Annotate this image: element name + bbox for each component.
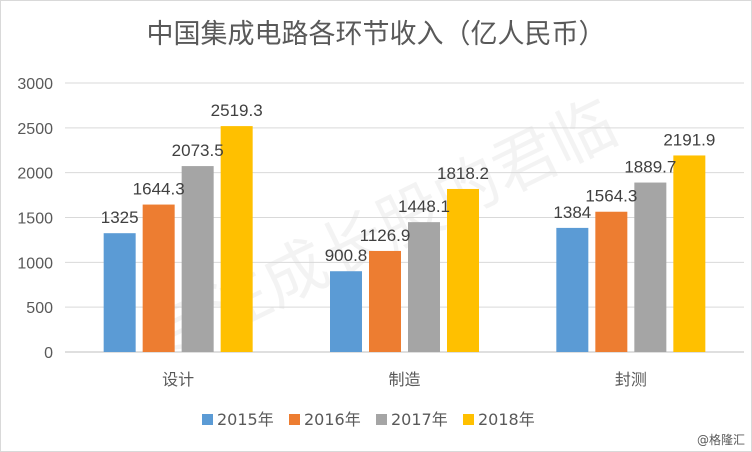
x-axis-categories: 设计 制造 封测 xyxy=(162,370,647,389)
source-credit: @格隆汇 xyxy=(697,432,745,447)
bar xyxy=(408,222,440,352)
legend-swatch xyxy=(376,414,387,425)
data-label: 900.8 xyxy=(325,246,368,265)
legend: 2015年 2016年 2017年 2018年 xyxy=(202,410,535,429)
data-label: 1384 xyxy=(553,203,591,222)
bar xyxy=(595,211,628,352)
data-label: 2519.3 xyxy=(211,101,263,120)
data-label: 1818.2 xyxy=(437,164,489,183)
bar xyxy=(634,182,667,352)
data-label: 1564.3 xyxy=(585,187,637,206)
legend-label: 2017年 xyxy=(391,410,448,429)
y-tick-label: 3000 xyxy=(17,76,53,93)
legend-label: 2015年 xyxy=(217,410,274,429)
data-label: 2073.5 xyxy=(172,141,224,160)
legend-swatch xyxy=(202,414,213,425)
bar xyxy=(220,126,253,352)
data-label: 1644.3 xyxy=(133,180,185,199)
y-tick-label: 1000 xyxy=(17,255,53,272)
y-tick-label: 0 xyxy=(44,345,53,362)
bar xyxy=(369,250,401,352)
data-label: 2191.9 xyxy=(663,130,715,149)
chart-title: 中国集成电路各环节收入（亿人民币） xyxy=(147,19,606,50)
x-category-label: 设计 xyxy=(162,370,194,389)
x-category-label: 制造 xyxy=(388,370,420,389)
bar xyxy=(103,233,136,352)
x-category-label: 封测 xyxy=(615,370,647,389)
bar xyxy=(142,204,175,352)
legend-swatch xyxy=(463,414,474,425)
y-tick-label: 1500 xyxy=(17,211,53,228)
bar xyxy=(181,166,214,352)
bar xyxy=(330,271,362,352)
y-tick-label: 500 xyxy=(26,300,53,317)
data-label: 1325 xyxy=(101,208,139,227)
y-axis-ticks: 0 500 1000 1500 2000 2500 3000 xyxy=(17,76,53,362)
data-label: 1889.7 xyxy=(624,158,676,177)
legend-label: 2018年 xyxy=(478,410,535,429)
y-tick-label: 2000 xyxy=(17,166,53,183)
bar xyxy=(673,155,706,352)
bars xyxy=(103,126,706,352)
legend-label: 2016年 xyxy=(304,410,361,429)
bar xyxy=(556,227,589,352)
gridlines xyxy=(65,82,744,353)
data-label: 1126.9 xyxy=(360,226,411,245)
bar xyxy=(447,188,479,352)
legend-swatch xyxy=(289,414,300,425)
data-label: 1448.1 xyxy=(398,197,450,216)
y-tick-label: 2500 xyxy=(17,121,53,138)
